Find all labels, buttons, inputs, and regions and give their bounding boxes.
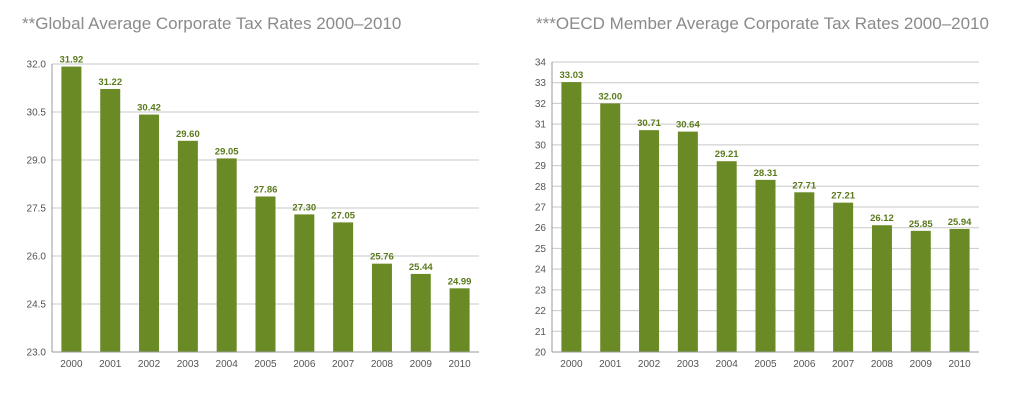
global-tax-chart-plot: 23.0 24.5 26.0 27.5 29.0 30.5 32.0 31.92 2000 31.… <box>27 55 479 370</box>
bar <box>294 214 315 352</box>
data-label: 30.71 <box>637 118 661 129</box>
y-tick-label: 32 <box>535 99 547 110</box>
x-tick-label: 2004 <box>716 359 739 370</box>
y-tick-label: 26 <box>535 223 547 234</box>
bar <box>639 130 660 352</box>
global-tax-chart: **Global Average Corporate Tax Rates 200… <box>0 0 500 412</box>
x-tick-label: 2007 <box>832 359 855 370</box>
x-tick-label: 2007 <box>332 359 355 370</box>
data-label: 33.03 <box>560 70 584 81</box>
x-tick-label: 2009 <box>410 359 433 370</box>
x-tick-label: 2008 <box>371 359 394 370</box>
data-label: 24.99 <box>448 276 472 287</box>
x-tick-label: 2002 <box>638 359 661 370</box>
data-label: 29.60 <box>176 129 200 140</box>
x-tick-label: 2003 <box>677 359 700 370</box>
bar <box>410 273 431 352</box>
data-label: 25.85 <box>909 219 933 230</box>
bar <box>177 140 198 352</box>
y-tick-label: 32.0 <box>27 60 47 71</box>
oecd-tax-chart: ***OECD Member Average Corporate Tax Rat… <box>512 0 1024 412</box>
bar <box>600 103 621 352</box>
data-label: 26.12 <box>870 213 894 224</box>
y-tick-label: 28 <box>535 182 547 193</box>
y-tick-label: 29 <box>535 161 547 172</box>
y-tick-label: 30 <box>535 140 547 151</box>
bar <box>333 222 354 352</box>
y-tick-label: 27.5 <box>27 204 47 215</box>
y-tick-label: 30.5 <box>27 108 47 119</box>
data-label: 27.30 <box>292 202 316 213</box>
x-tick-label: 2008 <box>871 359 894 370</box>
bar <box>100 88 121 353</box>
x-tick-label: 2000 <box>560 359 583 370</box>
bar <box>371 263 392 352</box>
bar <box>949 228 970 352</box>
y-tick-label: 20 <box>535 348 547 359</box>
x-tick-label: 2010 <box>948 359 971 370</box>
y-tick-label: 26.0 <box>27 252 47 263</box>
bar <box>449 288 470 352</box>
y-tick-label: 34 <box>535 58 547 69</box>
x-tick-label: 2003 <box>177 359 200 370</box>
bar <box>216 158 237 352</box>
y-tick-label: 25 <box>535 244 547 255</box>
oecd-tax-chart-plot: 20 21 22 23 24 25 26 27 28 29 30 31 32 33 34 33.03 2000 3… <box>535 58 979 370</box>
bar <box>716 161 737 352</box>
bar <box>677 131 698 352</box>
data-label: 30.42 <box>137 103 161 114</box>
x-tick-label: 2002 <box>138 359 161 370</box>
x-tick-label: 2001 <box>99 359 122 370</box>
x-tick-label: 2006 <box>793 359 816 370</box>
x-tick-label: 2009 <box>910 359 933 370</box>
data-label: 31.92 <box>60 55 84 66</box>
bar <box>871 225 892 352</box>
x-tick-label: 2000 <box>60 359 83 370</box>
bar <box>833 202 854 352</box>
y-tick-label: 23 <box>535 285 547 296</box>
y-tick-label: 27 <box>535 203 547 214</box>
data-label: 27.05 <box>331 210 355 221</box>
x-tick-label: 2010 <box>448 359 471 370</box>
y-tick-label: 22 <box>535 306 547 317</box>
x-tick-label: 2005 <box>754 359 777 370</box>
bar <box>755 179 776 352</box>
data-label: 31.22 <box>98 77 122 88</box>
y-tick-label: 29.0 <box>27 156 47 167</box>
x-tick-label: 2005 <box>254 359 277 370</box>
data-label: 29.05 <box>215 146 239 157</box>
bar <box>61 66 82 352</box>
y-tick-label: 24.5 <box>27 300 47 311</box>
bar <box>255 196 276 352</box>
data-label: 27.71 <box>792 180 816 191</box>
bar <box>910 230 931 352</box>
data-label: 27.86 <box>254 184 278 195</box>
data-label: 25.44 <box>409 262 433 273</box>
y-tick-label: 24 <box>535 265 547 276</box>
x-tick-label: 2004 <box>216 359 239 370</box>
chart-title: **Global Average Corporate Tax Rates 200… <box>22 14 402 33</box>
bar <box>139 114 160 352</box>
data-label: 25.94 <box>948 217 972 228</box>
data-label: 29.21 <box>715 149 739 160</box>
bar <box>794 192 815 352</box>
x-tick-label: 2001 <box>599 359 622 370</box>
chart-title: ***OECD Member Average Corporate Tax Rat… <box>536 14 989 33</box>
data-label: 25.76 <box>370 252 394 263</box>
y-tick-label: 31 <box>535 120 547 131</box>
y-tick-label: 21 <box>535 327 547 338</box>
data-label: 32.00 <box>598 91 622 102</box>
x-tick-label: 2006 <box>293 359 316 370</box>
data-label: 30.64 <box>676 120 700 131</box>
data-label: 28.31 <box>754 168 778 179</box>
bar <box>561 82 582 352</box>
y-tick-label: 33 <box>535 78 547 89</box>
data-label: 27.21 <box>831 191 855 202</box>
y-tick-label: 23.0 <box>27 348 47 359</box>
